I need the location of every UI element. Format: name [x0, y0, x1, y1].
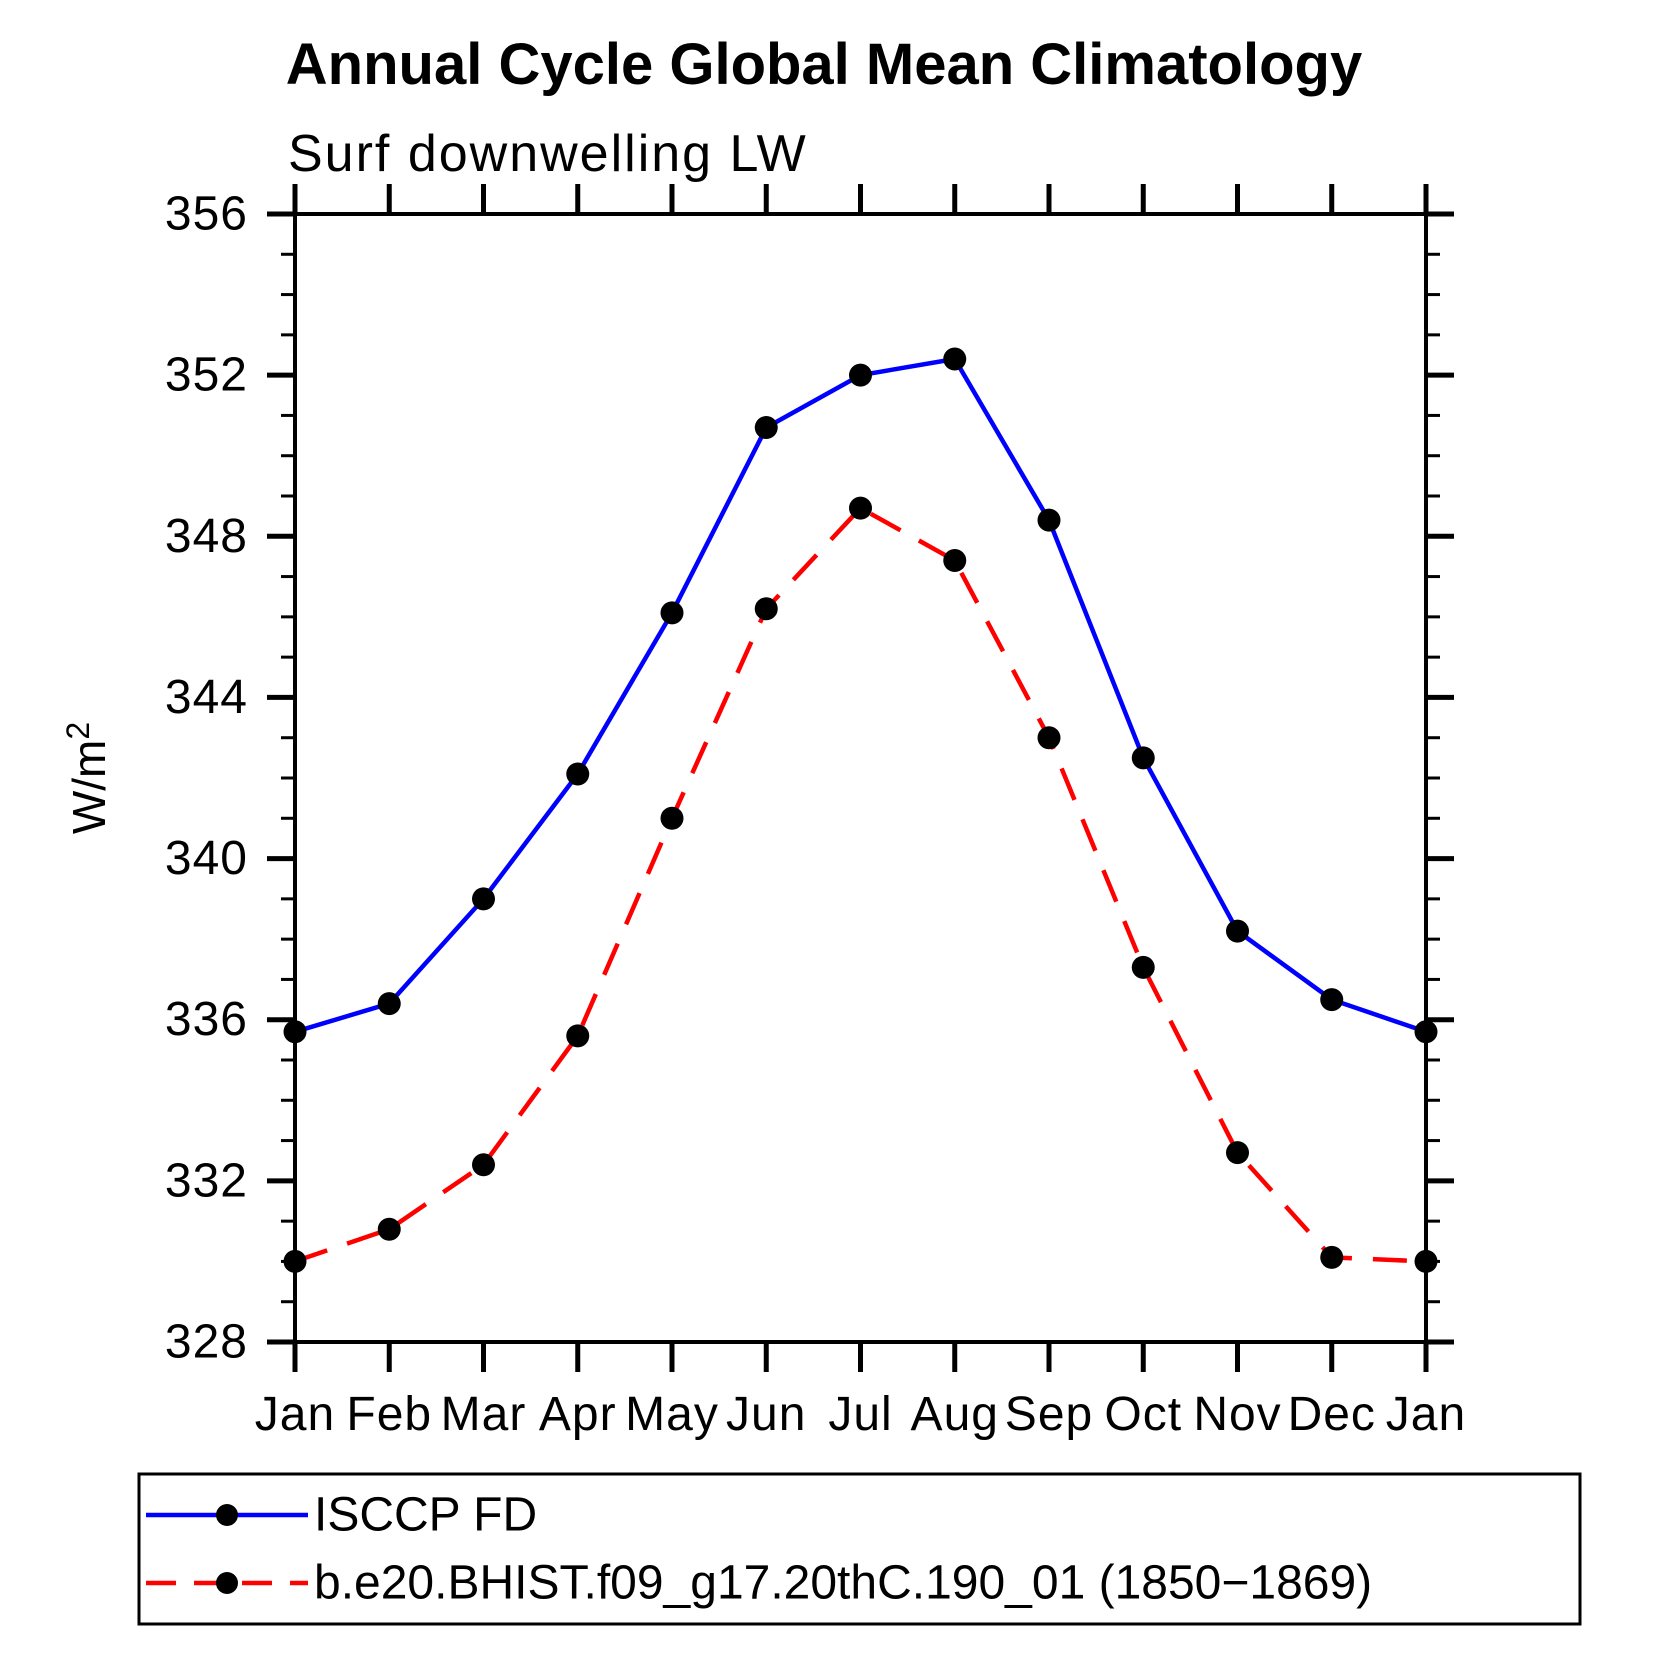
x-tick-label: Mar: [441, 1388, 527, 1441]
chart-title: Annual Cycle Global Mean Climatology: [286, 32, 1362, 97]
legend-marker: [216, 1504, 238, 1526]
x-tick-label: Jun: [726, 1388, 806, 1441]
y-tick-label: 356: [165, 188, 248, 241]
data-point-marker: [1131, 955, 1155, 979]
data-point-marker: [377, 992, 401, 1016]
y-tick-label: 328: [165, 1316, 248, 1369]
x-tick-label: Jul: [828, 1388, 892, 1441]
legend-marker: [216, 1572, 238, 1594]
x-tick-label: Apr: [539, 1388, 617, 1441]
x-tick-label: Dec: [1288, 1388, 1376, 1441]
legend-border: [137, 1472, 1582, 1626]
x-tick-label: Oct: [1104, 1388, 1182, 1441]
data-point-marker: [283, 1020, 307, 1044]
data-point-marker: [754, 416, 778, 440]
data-point-marker: [472, 1153, 495, 1177]
y-axis-unit-text: W/m2: [60, 722, 115, 834]
y-tick-label: 352: [165, 349, 248, 402]
x-tick-label: Sep: [1005, 1388, 1093, 1441]
data-point-marker: [849, 496, 872, 520]
chart-subtitle: Surf downwelling LW: [288, 125, 808, 183]
x-tick-label: Feb: [346, 1388, 432, 1441]
data-point-marker: [1414, 1020, 1438, 1044]
y-tick-label: 340: [165, 832, 248, 885]
data-point-marker: [1131, 746, 1155, 770]
data-series: [283, 347, 1438, 1273]
data-point-marker: [660, 601, 684, 625]
data-point-marker: [566, 1024, 590, 1048]
x-tick-label: Nov: [1193, 1388, 1281, 1441]
y-tick-labels: 328 332 336 340 344 348 352 356: [165, 188, 248, 1369]
data-point-marker: [1037, 508, 1061, 532]
data-point-marker: [1414, 1249, 1438, 1273]
x-axis-ticks: [292, 184, 1429, 1372]
data-point-marker: [377, 1217, 401, 1241]
data-point-marker: [472, 887, 495, 911]
y-tick-label: 332: [165, 1154, 248, 1207]
data-point-marker: [660, 806, 684, 830]
data-point-marker: [1226, 1141, 1249, 1165]
series-line-model: [294, 505, 1427, 1264]
data-point-marker: [754, 597, 778, 621]
legend-label-isccp-fd: ISCCP FD: [314, 1489, 537, 1542]
legend-label-model: b.e20.BHIST.f09_g17.20thC.190_01 (1850−1…: [314, 1557, 1372, 1610]
y-tick-label: 344: [165, 671, 248, 724]
data-point-marker: [1320, 1245, 1344, 1269]
y-tick-label: 336: [165, 993, 248, 1046]
y-axis-unit-label: W/m2: [60, 722, 115, 834]
data-point-marker: [943, 548, 967, 572]
data-point-marker: [1226, 919, 1249, 943]
x-tick-label: May: [625, 1388, 719, 1441]
data-point-marker: [283, 1249, 307, 1273]
data-point-marker: [1320, 988, 1344, 1012]
x-tick-labels: Jan Feb Mar Apr May Jun Jul Aug Sep Oct Nov Dec Jan: [255, 1388, 1466, 1441]
x-tick-label: Jan: [255, 1388, 335, 1441]
series-line-isccp-fd: [294, 356, 1427, 1034]
data-point-marker: [849, 363, 872, 387]
y-axis-ticks: [267, 211, 1454, 1345]
data-point-marker: [566, 762, 590, 786]
data-point-marker: [1037, 726, 1061, 750]
data-point-marker: [943, 347, 967, 371]
x-tick-label: Aug: [911, 1388, 999, 1441]
x-tick-label: Jan: [1386, 1388, 1466, 1441]
legend-box: ISCCP FD b.e20.BHIST.f09_g17.20thC.190_01…: [137, 1472, 1582, 1626]
y-tick-label: 348: [165, 510, 248, 563]
